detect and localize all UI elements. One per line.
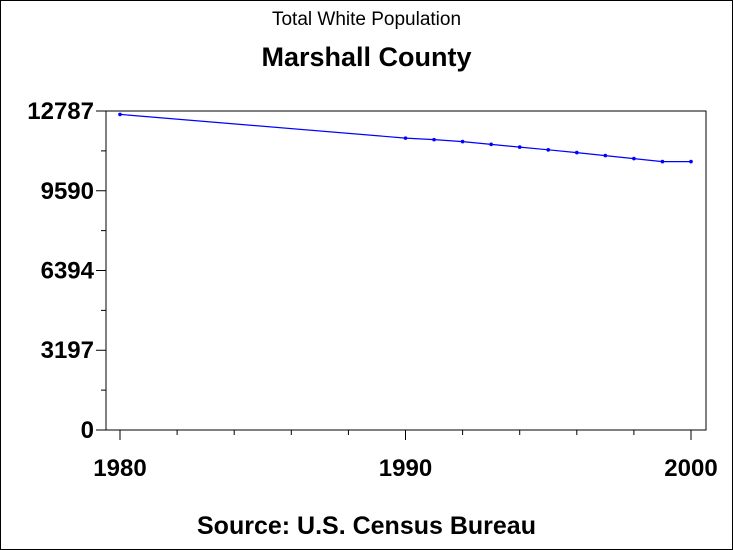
data-point: [575, 150, 579, 155]
chart-source: Source: U.S. Census Bureau: [197, 512, 536, 540]
plot-area: [105, 110, 707, 431]
y-tick-label: 3197: [41, 337, 94, 364]
data-point: [118, 112, 122, 117]
data-point: [517, 145, 522, 149]
x-tick-label: 1990: [379, 455, 432, 482]
y-tick-label: 0: [81, 417, 94, 444]
data-point: [660, 159, 665, 164]
data-point: [489, 142, 493, 147]
y-tick-label: 12787: [27, 98, 94, 125]
chart-title: Total White Population: [271, 9, 462, 30]
data-point: [403, 136, 408, 140]
data-point: [689, 159, 693, 164]
chart-subtitle: Marshall County: [261, 42, 472, 72]
x-tick-label: 2000: [664, 455, 717, 482]
population-line: [119, 113, 691, 163]
data-point: [432, 137, 436, 142]
x-tick-label: 1980: [93, 455, 146, 482]
data-point: [546, 148, 551, 152]
data-point: [603, 153, 608, 158]
y-tick-label: 9590: [41, 178, 94, 205]
data-point: [632, 156, 636, 161]
y-tick-label: 6394: [41, 257, 95, 284]
data-point: [460, 139, 465, 144]
